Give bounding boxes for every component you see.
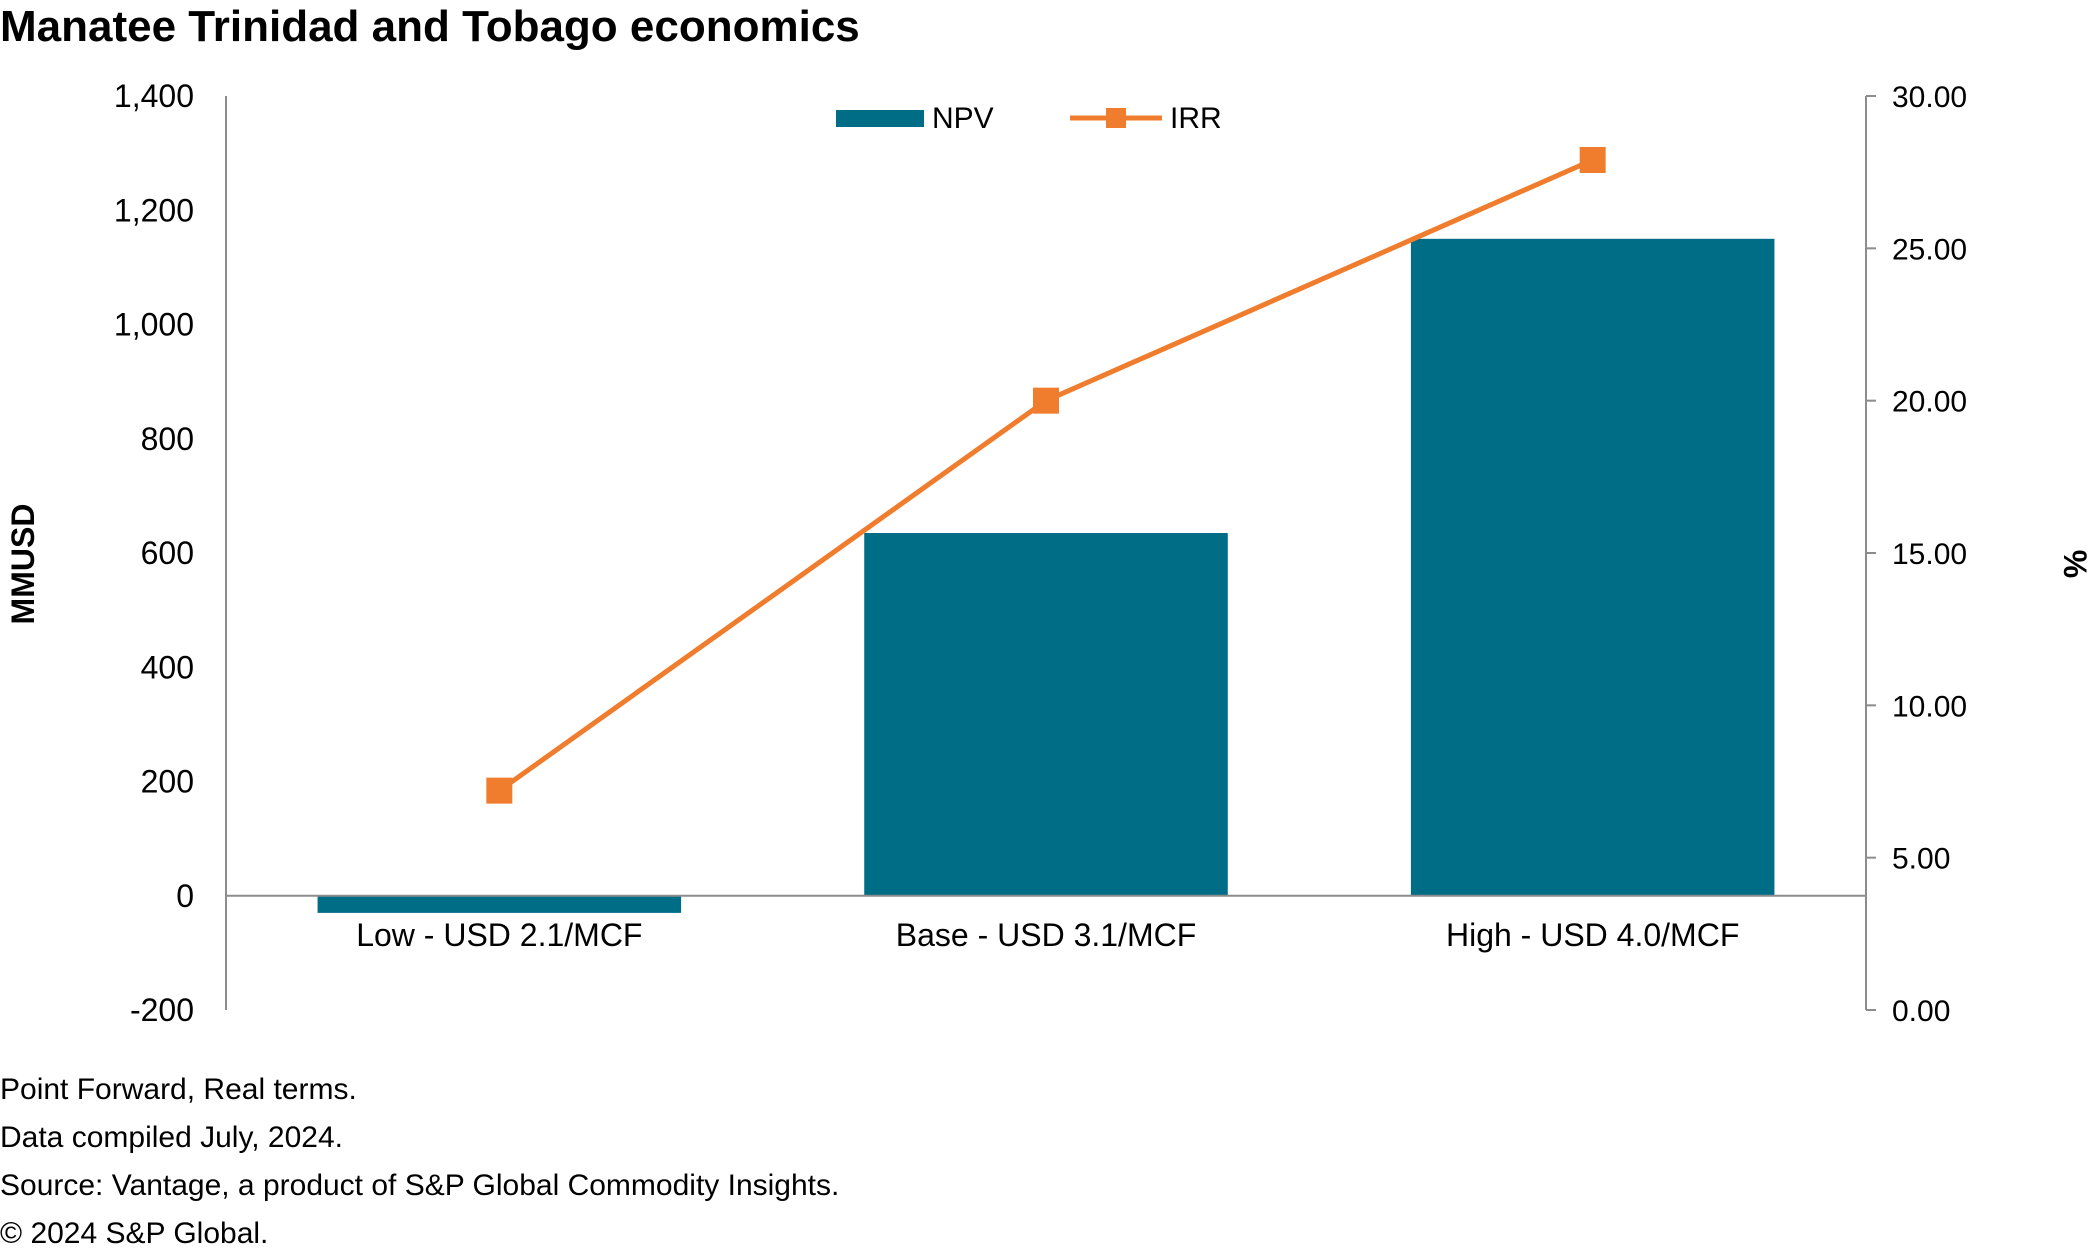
irr-point [1033,387,1059,414]
y-right-tick-label: 30.00 [1892,81,1967,114]
y-left-tick-label: 400 [141,649,194,685]
y-left-label: MMUSD [5,504,41,625]
legend-npv-label: NPV [932,102,994,135]
y-left-tick-label: 1,000 [114,307,194,343]
footnote-copyright: © 2024 S&P Global. [0,1217,269,1250]
category-label: Low - USD 2.1/MCF [356,917,642,953]
y-right-tick-label: 5.00 [1892,843,1950,876]
category-labels: Low - USD 2.1/MCF Base - USD 3.1/MCF High … [356,917,1739,953]
legend: NPV IRR [836,102,1222,135]
y-right-tick-label: 10.00 [1892,690,1967,723]
y-left-tick-label: 200 [141,764,194,800]
irr-point [1579,146,1606,173]
y-right-tick-label: 20.00 [1892,386,1967,419]
y-right-tick-label: 15.00 [1892,538,1967,571]
y-right-tick-label: 25.00 [1892,233,1967,266]
category-label: High - USD 4.0/MCF [1446,917,1739,953]
y-left-tick-label: 1,400 [114,78,194,114]
footnotes: Point Forward, Real terms. Data compiled… [0,1066,839,1258]
y-left-tick-label: 600 [141,535,194,571]
footnote-source: Source: Vantage, a product of S&P Global… [0,1169,840,1202]
npv-bar [1410,238,1775,896]
chart-area: -200 0 200 400 600 800 1,000 1,200 1,400 0.00 5.0… [5,78,2090,1028]
footnote-basis: Point Forward, Real terms. [0,1073,357,1106]
legend-npv-swatch [836,110,924,127]
npv-bar [864,533,1228,896]
y-left-tick-label: 800 [141,421,194,457]
y-right-label: % [2057,550,2090,578]
irr-series [486,146,1606,804]
chart-title: Manatee Trinidad and Tobago economics [0,2,860,51]
legend-irr-marker [1106,108,1126,128]
y-left-tick-label: -200 [130,992,194,1028]
irr-point [486,777,513,804]
right-axis: 0.00 5.00 10.00 15.00 20.00 25.00 30.00 [1865,81,1967,1028]
npv-bars [317,238,1775,913]
category-label: Base - USD 3.1/MCF [896,917,1197,953]
footnote-compiled: Data compiled July, 2024. [0,1121,343,1154]
y-left-tick-label: 0 [176,878,194,914]
left-axis: -200 0 200 400 600 800 1,000 1,200 1,400 [114,78,227,1028]
npv-bar [317,895,682,913]
y-right-tick-label: 0.00 [1892,995,1950,1028]
y-left-tick-label: 1,200 [114,192,194,228]
legend-irr-label: IRR [1170,102,1222,135]
